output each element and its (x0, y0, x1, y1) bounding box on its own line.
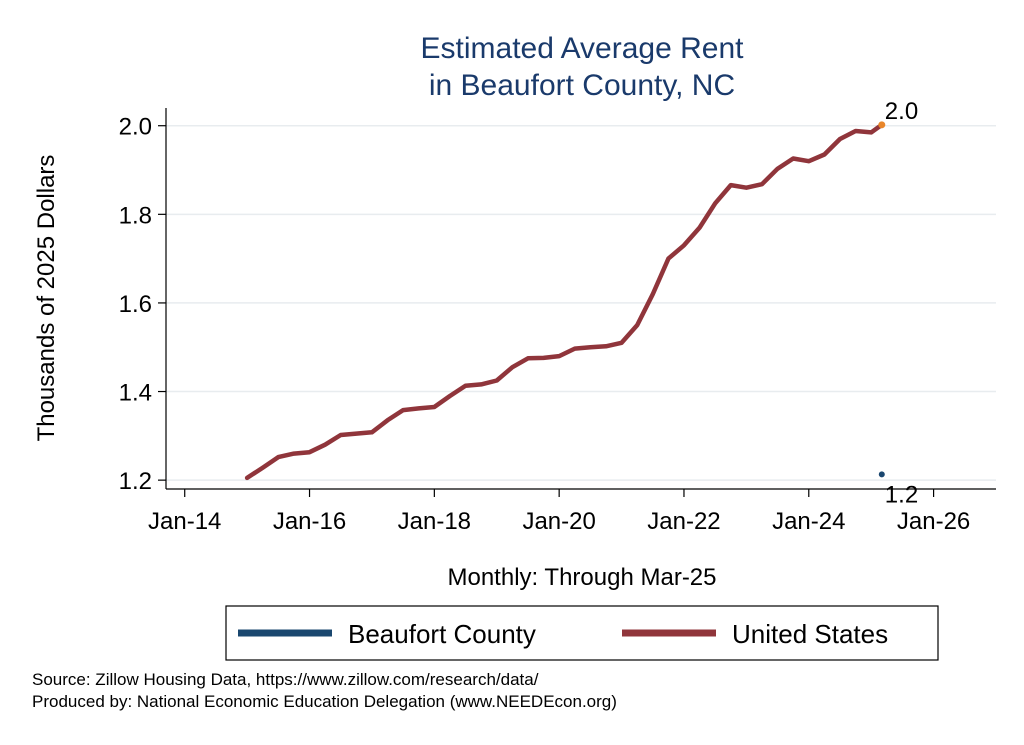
x-tick-label-3: Jan-20 (522, 508, 595, 535)
x-tick-label-6: Jan-26 (897, 508, 970, 535)
y-tick-label-4: 2.0 (119, 114, 152, 141)
x-tick-label-4: Jan-22 (647, 508, 720, 535)
legend-label-beaufort-county: Beaufort County (348, 619, 536, 649)
united-states-end-marker (878, 121, 886, 129)
x-tick-label-5: Jan-24 (772, 508, 845, 535)
x-tick-label-1: Jan-16 (273, 508, 346, 535)
beaufort-county-point (878, 471, 885, 478)
y-tick-label-1: 1.4 (119, 380, 152, 407)
labels-layer: 1.2 2.0 (885, 98, 918, 509)
beaufort-county-end-label: 1.2 (885, 481, 918, 508)
y-axis-title: Thousands of 2025 Dollars (33, 155, 60, 442)
axes-layer (165, 108, 996, 490)
x-tick-label-2: Jan-18 (398, 508, 471, 535)
chart-title-line-2: in Beaufort County, NC (429, 69, 735, 102)
legend-box (225, 605, 939, 661)
series-layer (244, 121, 886, 481)
source-note: Source: Zillow Housing Data, https://www… (32, 670, 539, 689)
chart-title-line-1: Estimated Average Rent (421, 32, 745, 65)
x-axis-title: Monthly: Through Mar-25 (447, 564, 716, 591)
united-states-line (244, 122, 885, 481)
ticks-layer: 1.2 1.4 1.6 1.8 2.0 Jan-14 Jan-16 Jan-18 Jan-20 J… (119, 114, 971, 535)
legend: Beaufort County United States (238, 619, 888, 649)
y-tick-label-3: 1.8 (119, 202, 152, 229)
legend-label-united-states: United States (732, 619, 888, 649)
grid-layer (166, 124, 996, 481)
producer-note: Produced by: National Economic Education… (32, 692, 617, 711)
united-states-end-label: 2.0 (885, 98, 918, 125)
plot-area (166, 108, 996, 489)
y-tick-label-2: 1.6 (119, 291, 152, 318)
y-tick-label-0: 1.2 (119, 468, 152, 495)
x-tick-label-0: Jan-14 (148, 508, 221, 535)
